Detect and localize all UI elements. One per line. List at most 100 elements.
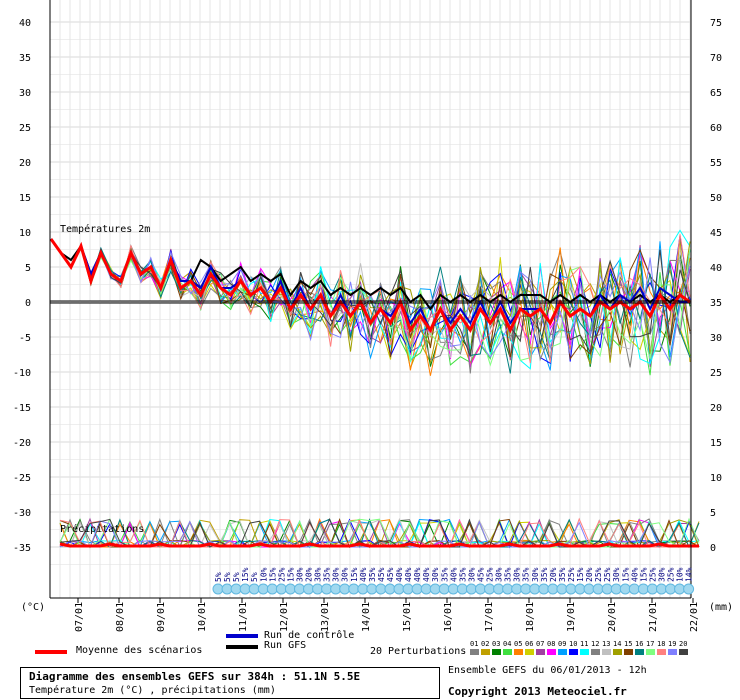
x-date-label: 14/01 xyxy=(361,602,372,632)
snow-dot xyxy=(284,583,296,595)
snow-dot xyxy=(610,583,622,595)
title-box xyxy=(20,667,440,699)
right-tick-label: 70 xyxy=(710,53,722,64)
x-date-label: 11/01 xyxy=(238,602,249,632)
snow-dot xyxy=(339,583,351,595)
snow-prob-label: 40% xyxy=(422,567,431,582)
member-legend-item: 15 xyxy=(624,640,633,648)
member-legend-swatch xyxy=(547,649,556,655)
snow-dot xyxy=(212,583,224,595)
chart-subtitle: Température 2m (°C) , précipitations (mm… xyxy=(29,685,276,696)
snow-dot xyxy=(275,583,287,595)
legend-control-label: Run de contrôle xyxy=(264,630,355,641)
snow-prob-label: 30% xyxy=(531,567,540,582)
snow-prob-label: 40% xyxy=(359,567,368,582)
snow-dot xyxy=(366,583,378,595)
left-tick-label: 40 xyxy=(19,18,31,29)
member-legend-item: 05 xyxy=(514,640,523,648)
snow-dot xyxy=(683,583,695,595)
snow-dot xyxy=(221,583,233,595)
right-tick-label: 75 xyxy=(710,18,722,29)
left-tick-label: -30 xyxy=(13,508,31,519)
x-date-label: 18/01 xyxy=(525,602,536,632)
left-unit-label: (°C) xyxy=(21,602,45,613)
snow-dot xyxy=(321,583,333,595)
left-tick-label: 10 xyxy=(19,228,31,239)
snow-prob-label: 30% xyxy=(314,567,323,582)
member-legend-item: 16 xyxy=(635,640,644,648)
snow-prob-label: 25% xyxy=(277,567,286,582)
member-legend-swatch xyxy=(591,649,600,655)
snow-dot xyxy=(565,583,577,595)
right-tick-label: 55 xyxy=(710,158,722,169)
member-legend-swatch xyxy=(668,649,677,655)
snow-prob-label: 25% xyxy=(603,567,612,582)
snow-prob-label: 10% xyxy=(676,567,685,582)
member-legend-item: 13 xyxy=(602,640,611,648)
right-tick-label: 65 xyxy=(710,88,722,99)
snow-dot xyxy=(665,583,676,595)
snow-prob-label: 10% xyxy=(259,567,268,582)
snow-prob-label: 40% xyxy=(413,567,422,582)
snow-prob-label: 5% xyxy=(250,572,259,582)
member-legend-swatch xyxy=(514,649,523,655)
snow-prob-label: 25% xyxy=(567,567,576,582)
snow-dot xyxy=(330,583,342,595)
member-legend-item: 19 xyxy=(668,640,677,648)
snow-prob-label: 30% xyxy=(332,567,341,582)
snow-prob-label: 35% xyxy=(440,567,449,582)
member-legend-item: 02 xyxy=(481,640,490,648)
snow-dot xyxy=(529,583,541,595)
legend-perturbations-label: 20 Perturbations xyxy=(370,646,467,657)
snow-prob-label: 15% xyxy=(350,567,359,582)
x-date-label: 15/01 xyxy=(402,602,413,632)
x-date-label: 08/01 xyxy=(115,602,126,632)
snow-prob-label: 20% xyxy=(305,567,314,582)
snow-dot xyxy=(628,583,640,595)
member-legend-item: 10 xyxy=(569,640,578,648)
right-tick-label: 15 xyxy=(710,438,722,449)
snow-prob-label: 30% xyxy=(657,567,666,582)
left-tick-label: -10 xyxy=(13,368,31,379)
snow-dot xyxy=(601,583,613,595)
snow-prob-label: 20% xyxy=(549,567,558,582)
snow-dot xyxy=(375,583,387,595)
member-legend-item: 04 xyxy=(503,640,512,648)
snow-dot xyxy=(312,583,324,595)
snow-dot xyxy=(230,583,242,595)
left-tick-label: 35 xyxy=(19,53,31,64)
x-date-label: 13/01 xyxy=(320,602,331,632)
snow-dot xyxy=(520,583,532,595)
snow-prob-label: 15% xyxy=(286,567,295,582)
snow-dot xyxy=(493,583,505,595)
member-legend-item: 11 xyxy=(580,640,589,648)
snow-dot xyxy=(248,583,260,595)
snow-prob-label: 25% xyxy=(648,567,657,582)
snow-dot xyxy=(474,583,486,595)
snow-dot xyxy=(447,583,459,595)
snow-prob-label: 20% xyxy=(585,567,594,582)
right-tick-label: 25 xyxy=(710,368,722,379)
snow-prob-label: 45% xyxy=(377,567,386,582)
temp-section-label: Températures 2m xyxy=(60,223,150,235)
right-tick-label: 40 xyxy=(710,263,722,274)
right-tick-label: 0 xyxy=(710,543,716,554)
right-tick-label: 45 xyxy=(710,228,722,239)
left-tick-label: 20 xyxy=(19,158,31,169)
snow-dot xyxy=(402,583,414,595)
snow-dot xyxy=(502,583,514,595)
left-tick-label: -20 xyxy=(13,438,31,449)
member-legend-swatch xyxy=(580,649,589,655)
x-date-label: 09/01 xyxy=(156,602,167,632)
snow-dot xyxy=(420,583,432,595)
right-tick-label: 10 xyxy=(710,473,722,484)
snow-prob-label: 30% xyxy=(495,567,504,582)
member-legend-item: 09 xyxy=(558,640,567,648)
snow-dot xyxy=(547,583,559,595)
snow-prob-label: 5% xyxy=(214,572,223,582)
snow-prob-label: 40% xyxy=(449,567,458,582)
snow-dot xyxy=(438,583,450,595)
left-tick-label: -15 xyxy=(13,403,31,414)
snow-prob-label: 30% xyxy=(612,567,621,582)
snow-prob-label: 40% xyxy=(404,567,413,582)
